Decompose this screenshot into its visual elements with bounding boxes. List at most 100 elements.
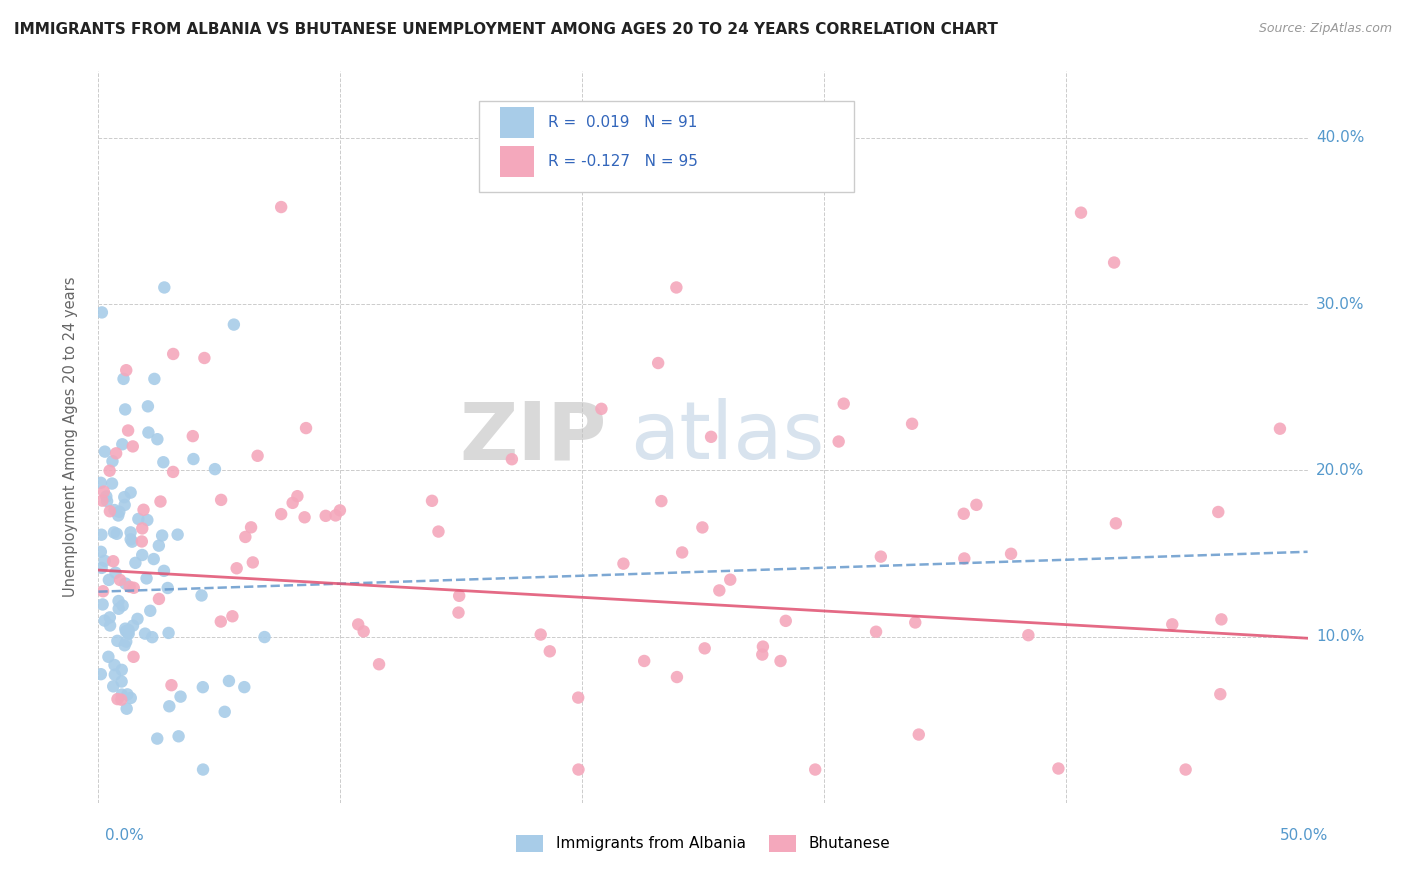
Point [665, 670, 688, 684]
Point [110, 674, 132, 689]
Point [449, 589, 471, 603]
Point [1211, 612, 1233, 626]
Point [98, 504, 121, 518]
Point [141, 630, 163, 644]
Point [153, 280, 176, 294]
Text: 40.0%: 40.0% [1316, 130, 1364, 145]
Point [209, 492, 232, 507]
Point [347, 617, 370, 632]
Point [117, 687, 139, 701]
Point [253, 630, 276, 644]
Point [103, 554, 125, 568]
Text: 20.0%: 20.0% [1316, 463, 1364, 478]
Point [769, 654, 792, 668]
Point [156, 581, 179, 595]
Point [233, 680, 256, 694]
Point [121, 439, 143, 453]
Point [832, 397, 855, 411]
Point [294, 510, 316, 524]
Point [90, 527, 112, 541]
Point [665, 280, 688, 294]
Point [221, 609, 243, 624]
Bar [501, 146, 534, 177]
Point [612, 557, 634, 571]
Point [420, 493, 443, 508]
Point [120, 525, 142, 540]
Point [115, 624, 138, 639]
Point [329, 503, 352, 517]
Point [90, 545, 112, 559]
Point [104, 566, 127, 580]
Point [904, 615, 927, 630]
Point [567, 690, 589, 705]
Point [752, 640, 775, 654]
Bar [501, 107, 534, 138]
Point [270, 200, 292, 214]
Point [107, 601, 129, 615]
Point [167, 729, 190, 743]
Point [103, 525, 125, 540]
Point [1161, 617, 1184, 632]
Point [138, 425, 160, 440]
Point [90, 667, 112, 681]
Point [447, 606, 470, 620]
Point [865, 624, 887, 639]
Point [108, 505, 131, 519]
Point [353, 624, 375, 639]
Point [281, 496, 304, 510]
Point [104, 667, 127, 681]
Point [122, 649, 145, 664]
Legend: Immigrants from Albania, Bhutanese: Immigrants from Albania, Bhutanese [510, 829, 896, 858]
Point [953, 551, 976, 566]
Point [135, 571, 157, 585]
Text: 30.0%: 30.0% [1316, 297, 1364, 311]
Point [162, 465, 184, 479]
Point [190, 589, 212, 603]
Point [671, 545, 693, 559]
Point [93, 484, 115, 499]
Point [952, 507, 974, 521]
Point [1268, 422, 1291, 436]
Point [91, 598, 114, 612]
Point [567, 763, 589, 777]
Point [111, 437, 134, 451]
Point [114, 622, 136, 636]
Y-axis label: Unemployment Among Ages 20 to 24 years: Unemployment Among Ages 20 to 24 years [63, 277, 77, 598]
Point [114, 402, 136, 417]
Point [246, 449, 269, 463]
Point [91, 584, 114, 599]
Point [101, 476, 124, 491]
Point [96, 490, 118, 504]
Point [650, 494, 672, 508]
Point [139, 604, 162, 618]
Point [530, 627, 553, 641]
Point [166, 527, 188, 541]
Point [751, 648, 773, 662]
Point [103, 503, 125, 517]
Point [122, 581, 145, 595]
Point [591, 401, 613, 416]
Point [111, 599, 134, 613]
Point [235, 530, 257, 544]
Point [1209, 687, 1232, 701]
Point [152, 455, 174, 469]
Point [647, 356, 669, 370]
Point [1105, 516, 1128, 531]
Point [157, 626, 180, 640]
Point [132, 502, 155, 516]
Point [148, 539, 170, 553]
Point [368, 657, 391, 672]
Point [112, 490, 135, 504]
Point [124, 556, 146, 570]
Point [98, 610, 121, 624]
Point [169, 690, 191, 704]
Point [98, 464, 121, 478]
Point [107, 594, 129, 608]
Point [315, 508, 337, 523]
Point [127, 512, 149, 526]
Point [700, 430, 723, 444]
Point [242, 556, 264, 570]
Point [103, 658, 125, 673]
Point [633, 654, 655, 668]
Point [105, 633, 128, 648]
